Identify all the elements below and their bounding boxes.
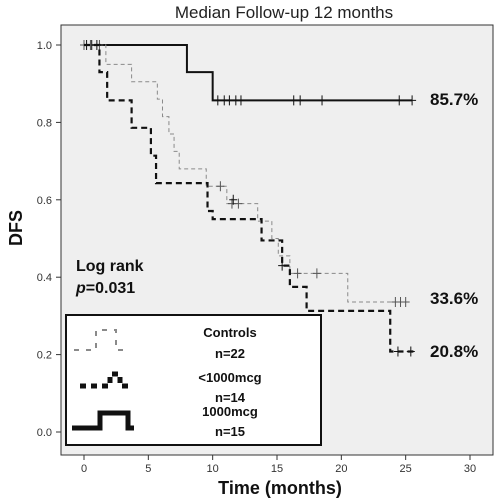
x-tick-label: 30 xyxy=(464,463,476,475)
censor-mark-0 xyxy=(408,95,417,106)
axes: 0 5 10 15 20 25 30 0.0 0.2 0.4 0.6 0.8 1.0 xyxy=(37,40,476,475)
x-tick-label: 20 xyxy=(335,463,347,475)
x-tick-label: 25 xyxy=(400,463,412,475)
end-labels: 85.7% 33.6% 20.8% xyxy=(430,90,478,361)
y-tick-label: 0.2 xyxy=(37,350,52,362)
censor-mark-2 xyxy=(393,346,402,357)
legend-swatch-1000 xyxy=(72,410,134,431)
legend-swatch-controls xyxy=(74,329,130,351)
end-label-1: 33.6% xyxy=(430,289,478,308)
censor-mark-2 xyxy=(406,346,415,357)
legend-n-lt1000: n=14 xyxy=(215,390,246,405)
y-axis-label: DFS xyxy=(6,210,26,246)
y-tick-label: 0.6 xyxy=(37,195,52,207)
legend-label-1000: 1000mcg xyxy=(202,404,258,419)
x-tick-label: 15 xyxy=(271,463,283,475)
censor-mark-2 xyxy=(229,194,238,205)
legend-box xyxy=(65,314,322,446)
y-tick-label: 0.8 xyxy=(37,117,52,129)
annotation-log-rank: Log rank xyxy=(76,258,144,275)
censor-mark-1 xyxy=(312,268,321,279)
y-tick-label: 0.0 xyxy=(37,427,52,439)
legend-label-controls: Controls xyxy=(203,325,256,340)
x-axis-label: Time (months) xyxy=(218,478,342,498)
p-value: =0.031 xyxy=(86,280,135,297)
censor-mark-2 xyxy=(278,260,287,271)
censor-mark-1 xyxy=(216,181,225,192)
annotation-p-value: p=0.031 xyxy=(75,280,135,297)
km-curves xyxy=(80,40,417,357)
series-line-0 xyxy=(84,44,413,102)
censor-mark-1 xyxy=(401,296,410,307)
y-tick-label: 0.4 xyxy=(37,272,52,284)
end-label-2: 20.8% xyxy=(430,342,478,361)
legend-swatch-lt1000 xyxy=(80,371,128,389)
legend: Controls n=22 <1000mcg n=14 1000mcg n=15 xyxy=(65,314,322,446)
x-tick-label: 5 xyxy=(145,463,151,475)
x-tick-label: 0 xyxy=(81,463,87,475)
series-line-1 xyxy=(84,44,406,303)
p-italic: p xyxy=(75,280,86,297)
censor-mark-1 xyxy=(293,268,302,279)
censor-mark-0 xyxy=(395,95,404,106)
x-tick-label: 10 xyxy=(207,463,219,475)
censor-mark-0 xyxy=(236,95,245,106)
chart-title: Median Follow-up 12 months xyxy=(175,3,393,22)
censor-mark-0 xyxy=(318,95,327,106)
censor-mark-0 xyxy=(296,95,305,106)
legend-n-controls: n=22 xyxy=(215,346,245,361)
end-label-0: 85.7% xyxy=(430,90,478,109)
censor-mark-1 xyxy=(234,198,243,209)
legend-n-1000: n=15 xyxy=(215,424,245,439)
legend-label-lt1000: <1000mcg xyxy=(198,370,261,385)
y-tick-label: 1.0 xyxy=(37,40,52,52)
